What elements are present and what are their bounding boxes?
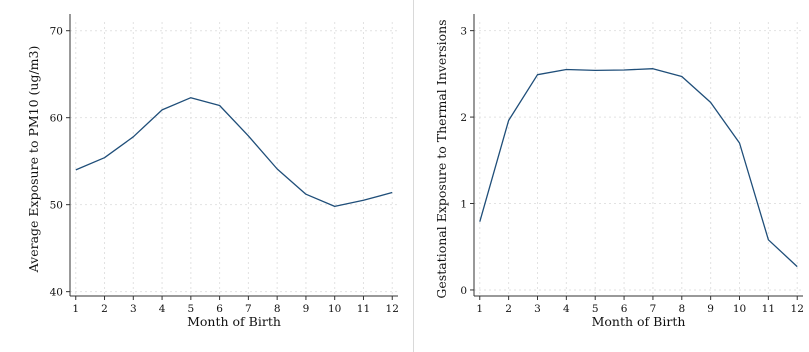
x-tick-label: 6: [216, 303, 223, 315]
x-tick-label: 1: [72, 303, 79, 315]
x-tick-label: 1: [476, 303, 483, 315]
x-tick-label: 4: [563, 303, 570, 315]
series-line: [75, 97, 393, 208]
x-tick-label: 6: [621, 303, 628, 315]
x-tick-label: 4: [159, 303, 166, 315]
y-tick-label: 0: [460, 285, 467, 297]
x-tick-label: 2: [101, 303, 108, 315]
x-tick-label: 10: [733, 303, 746, 315]
x-axis-title: Month of Birth: [187, 314, 281, 329]
y-tick-label: 70: [50, 26, 63, 38]
y-axis-title: Gestational Exposure to Thermal Inversio…: [434, 19, 449, 298]
y-tick-label: 2: [460, 112, 467, 124]
x-tick-label: 11: [762, 303, 775, 315]
x-tick-label: 9: [707, 303, 714, 315]
x-tick-label: 8: [678, 303, 685, 315]
y-tick-label: 40: [50, 287, 63, 299]
x-tick-label: 9: [303, 303, 310, 315]
x-tick-label: 11: [357, 303, 370, 315]
x-axis-title: Month of Birth: [592, 314, 686, 329]
x-tick-label: 3: [130, 303, 137, 315]
x-tick-label: 10: [328, 303, 341, 315]
x-tick-label: 8: [274, 303, 281, 315]
x-tick-label: 3: [534, 303, 541, 315]
y-tick-label: 50: [50, 200, 63, 212]
x-tick-label: 12: [386, 303, 399, 315]
x-tick-label: 12: [791, 303, 804, 315]
panel-divider: [413, 0, 414, 352]
x-tick-label: 5: [187, 303, 194, 315]
y-axis-title: Average Exposure to PM10 (ug/m3): [26, 46, 41, 274]
x-tick-label: 5: [592, 303, 599, 315]
series-line: [479, 68, 798, 268]
y-tick-label: 3: [460, 26, 467, 38]
x-tick-label: 7: [245, 303, 252, 315]
x-tick-label: 7: [650, 303, 657, 315]
y-tick-label: 60: [50, 113, 63, 125]
y-tick-label: 1: [460, 199, 467, 211]
x-tick-label: 2: [505, 303, 512, 315]
